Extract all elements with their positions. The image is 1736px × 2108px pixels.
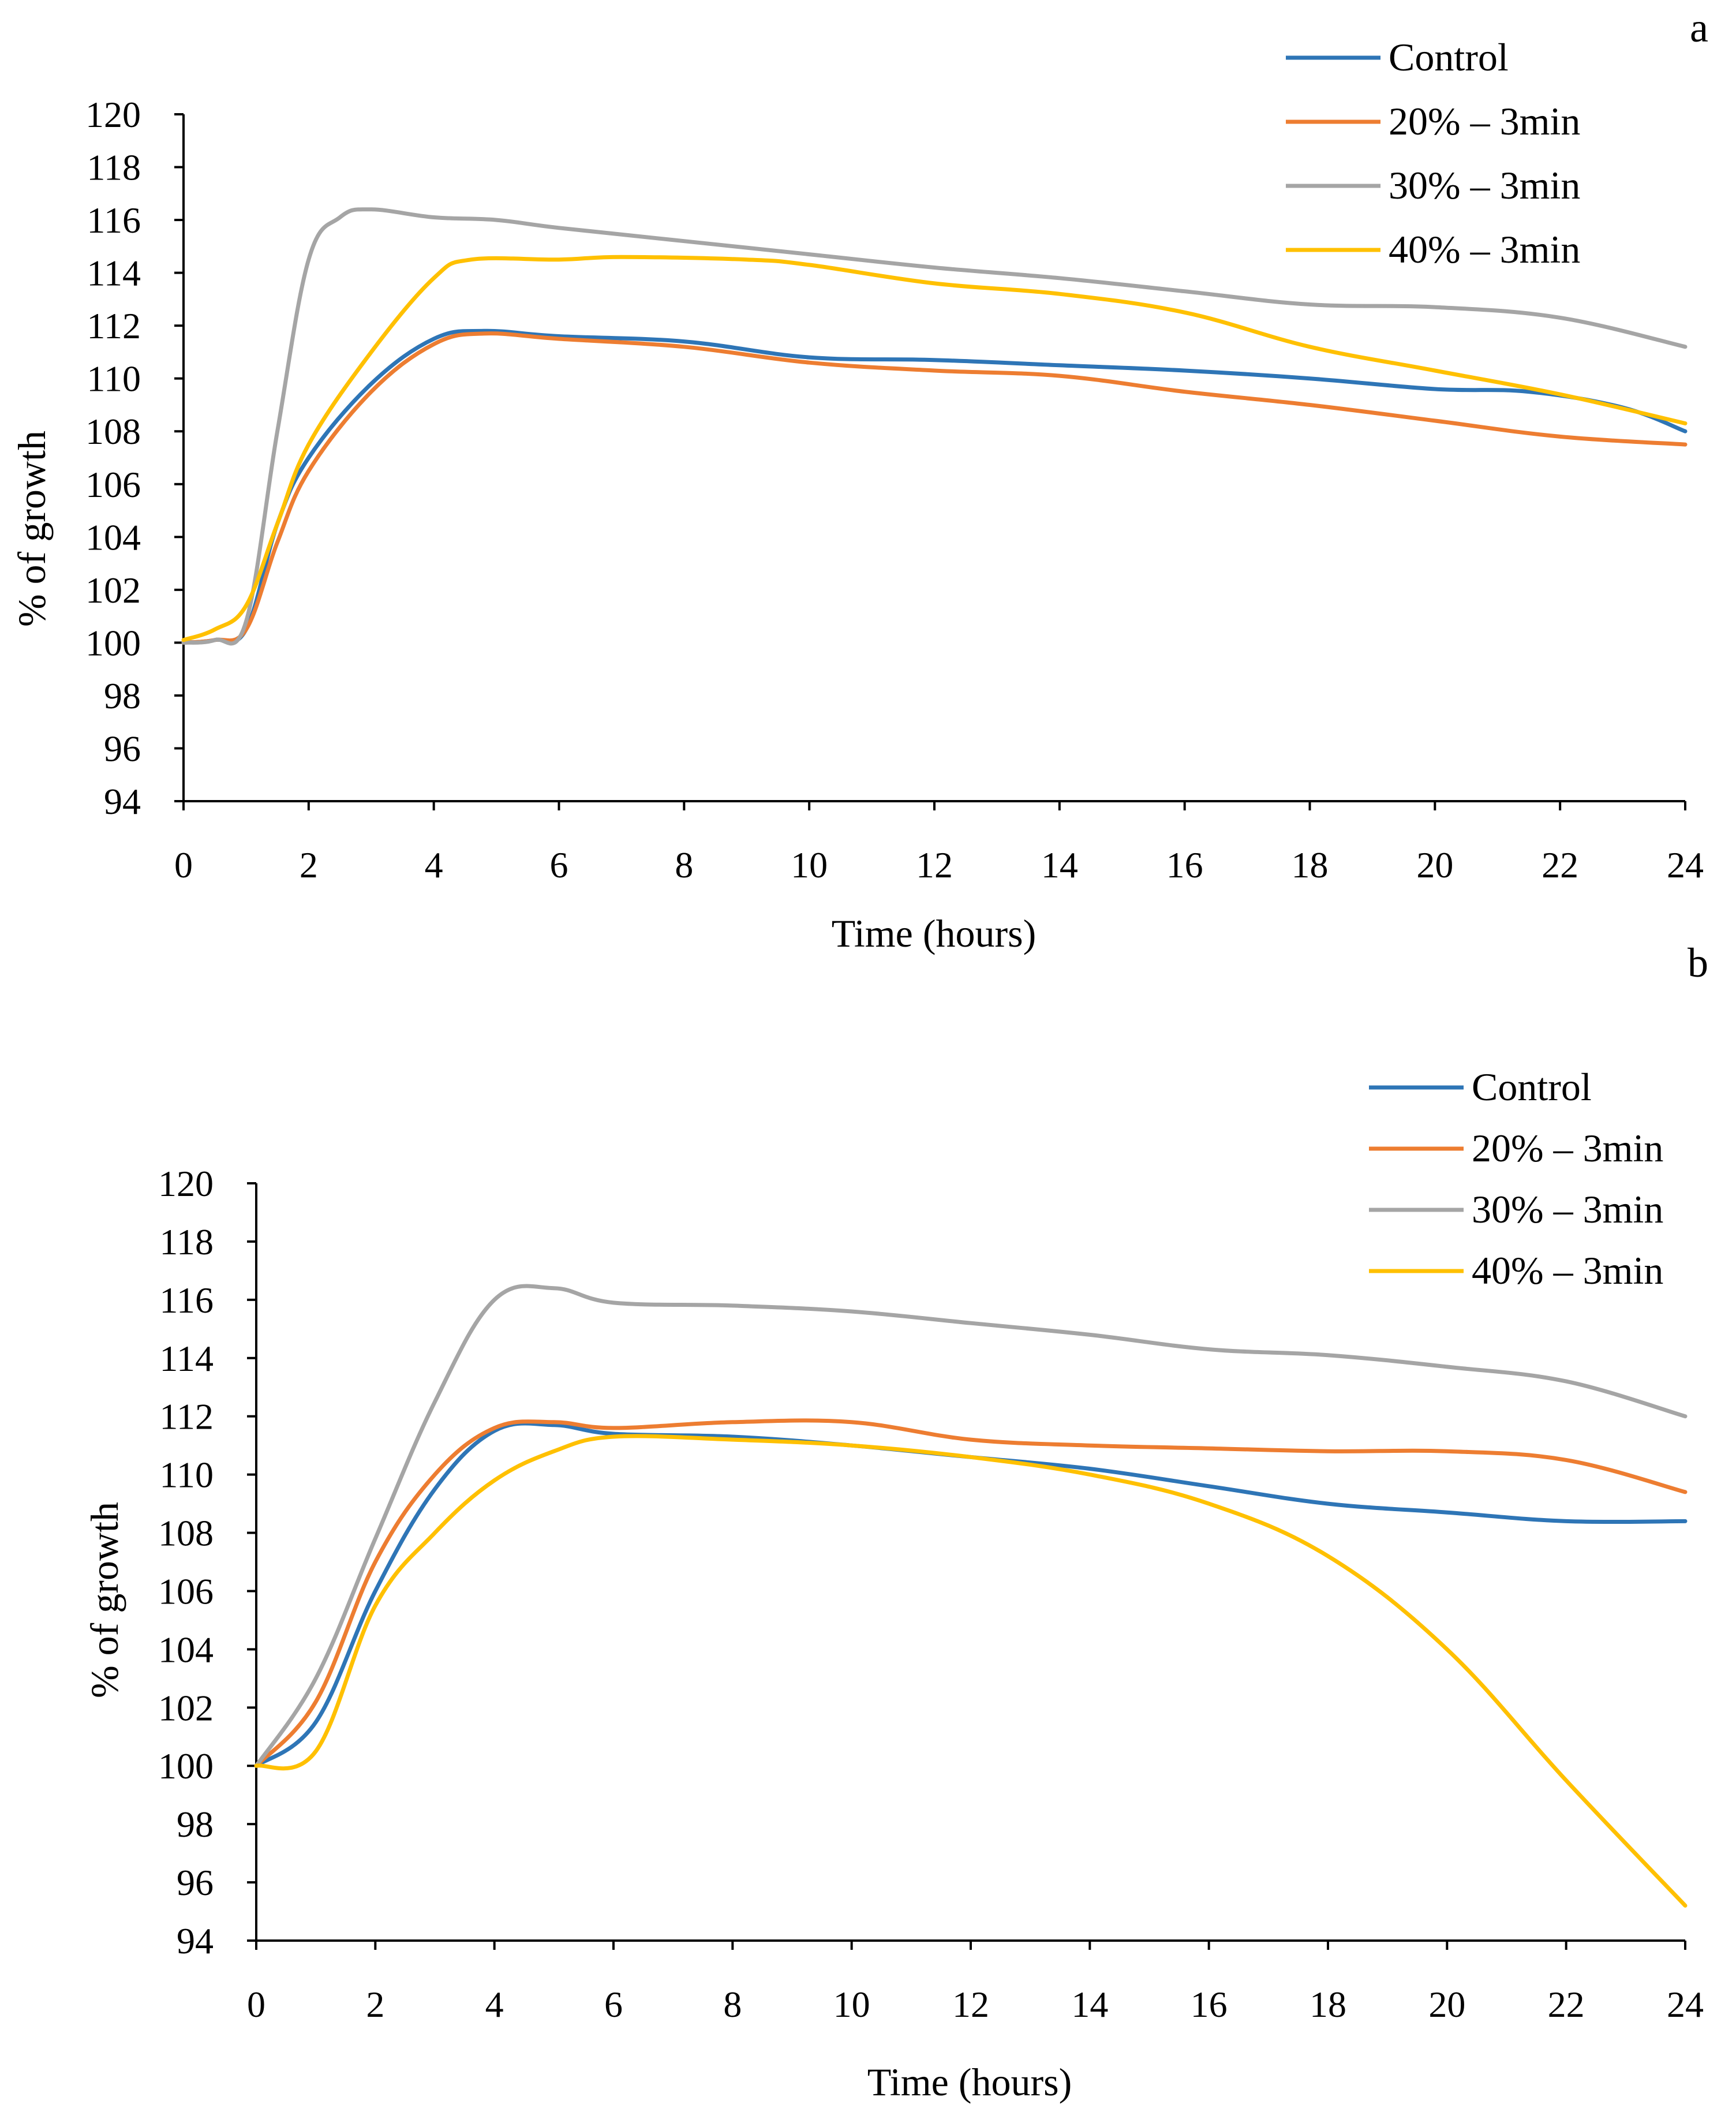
y-tick-label-a: 120 <box>85 94 141 135</box>
y-tick-label-b: 106 <box>158 1571 214 1612</box>
axes-b: 9496981001021041061081101121141161181200… <box>158 1163 1704 2025</box>
series-line-b-2 <box>254 1284 1688 1768</box>
series-line-a-1 <box>181 331 1688 645</box>
y-tick-label-a: 94 <box>104 781 141 822</box>
x-tick-label-b: 14 <box>1071 1984 1108 2025</box>
legend-label-b-0: Control <box>1472 1065 1592 1109</box>
y-tick-label-a: 100 <box>85 622 141 663</box>
x-tick-label-b: 2 <box>366 1984 384 2025</box>
y-tick-label-b: 102 <box>158 1687 214 1728</box>
y-tick-label-b: 96 <box>177 1862 214 1903</box>
x-tick-label-a: 0 <box>174 844 193 885</box>
y-tick-label-b: 94 <box>177 1920 214 1961</box>
legend-label-a-1: 20% – 3min <box>1389 99 1580 143</box>
legend-item-a-3: 40% – 3min <box>1286 227 1580 271</box>
x-tick-label-a: 18 <box>1292 844 1329 885</box>
x-tick-label-a: 14 <box>1041 844 1078 885</box>
series-group-a <box>181 207 1688 646</box>
series-line-b-1 <box>254 1418 1688 1768</box>
x-axis-title-a: Time (hours) <box>832 911 1037 955</box>
legend-item-b-0: Control <box>1369 1065 1592 1109</box>
x-tick-label-a: 10 <box>791 844 828 885</box>
panel-label-a: a <box>1690 5 1708 51</box>
legend-label-b-3: 40% – 3min <box>1472 1249 1663 1292</box>
y-tick-label-a: 102 <box>85 570 141 611</box>
x-tick-label-b: 10 <box>833 1984 870 2025</box>
legend-b: Control 20% – 3min 30% – 3min 40% – 3min <box>1369 1065 1663 1292</box>
legend-item-a-2: 30% – 3min <box>1286 163 1580 207</box>
y-tick-label-a: 110 <box>87 358 141 399</box>
legend-label-b-2: 30% – 3min <box>1472 1187 1663 1231</box>
y-tick-label-a: 116 <box>87 200 141 241</box>
y-tick-label-b: 100 <box>158 1746 214 1786</box>
axes-a: 9496981001021041061081101121141161181200… <box>85 94 1704 885</box>
x-tick-label-a: 20 <box>1416 844 1453 885</box>
panel-label-b: b <box>1688 940 1708 986</box>
series-line-a-2 <box>181 207 1688 646</box>
x-tick-label-a: 2 <box>300 844 318 885</box>
y-axis-title-a: % of growth <box>10 431 54 627</box>
y-tick-label-b: 116 <box>159 1280 214 1321</box>
x-axis-title-b: Time (hours) <box>867 2060 1072 2104</box>
legend-item-b-3: 40% – 3min <box>1369 1249 1663 1292</box>
legend-a: Control 20% – 3min 30% – 3min 40% – 3min <box>1286 35 1580 271</box>
y-tick-label-a: 108 <box>85 411 141 452</box>
legend-item-a-1: 20% – 3min <box>1286 99 1580 143</box>
x-tick-label-b: 24 <box>1667 1984 1704 2025</box>
x-tick-label-b: 22 <box>1548 1984 1585 2025</box>
x-tick-label-b: 12 <box>952 1984 989 2025</box>
x-tick-label-a: 12 <box>916 844 953 885</box>
x-tick-label-b: 20 <box>1428 1984 1465 2025</box>
x-tick-label-b: 8 <box>723 1984 742 2025</box>
x-tick-label-b: 4 <box>485 1984 504 2025</box>
y-tick-label-a: 104 <box>85 517 141 558</box>
legend-label-b-1: 20% – 3min <box>1472 1126 1663 1170</box>
y-tick-label-b: 98 <box>177 1804 214 1845</box>
y-tick-label-b: 114 <box>159 1338 214 1379</box>
y-tick-label-b: 110 <box>159 1455 214 1496</box>
series-line-a-3 <box>181 255 1688 642</box>
x-tick-label-a: 16 <box>1166 844 1203 885</box>
y-tick-label-a: 106 <box>85 464 141 505</box>
y-tick-label-a: 96 <box>104 728 141 769</box>
x-tick-label-b: 0 <box>247 1984 265 2025</box>
y-tick-label-b: 108 <box>158 1513 214 1554</box>
y-tick-label-b: 112 <box>159 1396 214 1437</box>
legend-label-a-0: Control <box>1389 35 1509 79</box>
legend-item-b-1: 20% – 3min <box>1369 1126 1663 1170</box>
x-tick-label-a: 4 <box>425 844 443 885</box>
legend-label-a-2: 30% – 3min <box>1389 163 1580 207</box>
x-tick-label-a: 6 <box>550 844 568 885</box>
legend-item-b-2: 30% – 3min <box>1369 1187 1663 1231</box>
y-tick-label-a: 114 <box>87 253 141 294</box>
y-tick-label-a: 118 <box>87 147 141 188</box>
y-tick-label-b: 120 <box>158 1163 214 1204</box>
x-tick-label-a: 24 <box>1667 844 1704 885</box>
x-tick-label-a: 8 <box>675 844 693 885</box>
series-line-b-3 <box>254 1434 1688 1908</box>
legend-label-a-3: 40% – 3min <box>1389 227 1580 271</box>
x-tick-label-b: 18 <box>1310 1984 1346 2025</box>
y-tick-label-b: 104 <box>158 1629 214 1670</box>
y-axis-title-b: % of growth <box>83 1502 126 1698</box>
y-tick-label-a: 98 <box>104 675 141 716</box>
series-group-b <box>254 1284 1688 1908</box>
y-tick-label-b: 118 <box>159 1221 214 1262</box>
y-tick-label-a: 112 <box>87 305 141 346</box>
x-tick-label-b: 16 <box>1191 1984 1228 2025</box>
legend-item-a-0: Control <box>1286 35 1509 79</box>
x-tick-label-b: 6 <box>604 1984 623 2025</box>
x-tick-label-a: 22 <box>1542 844 1578 885</box>
